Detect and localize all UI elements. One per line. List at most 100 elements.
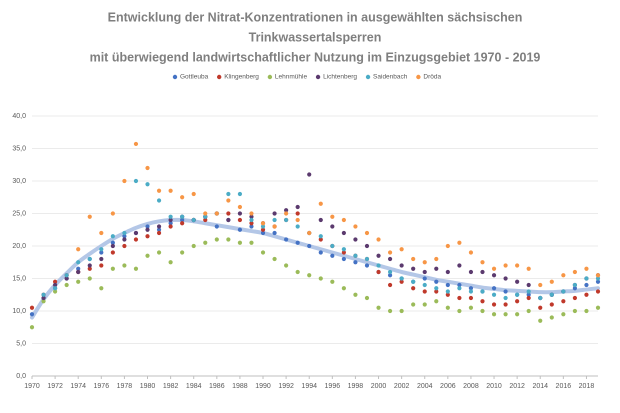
legend-marker bbox=[216, 74, 222, 80]
x-tick-label: 2012 bbox=[509, 383, 525, 390]
data-point bbox=[364, 263, 370, 268]
data-point bbox=[226, 237, 231, 242]
data-point bbox=[203, 214, 208, 219]
data-point bbox=[411, 256, 416, 262]
data-point bbox=[133, 237, 139, 242]
data-point bbox=[180, 221, 185, 226]
chart-title: Entwicklung der Nitrat-Konzentrationen i… bbox=[108, 10, 523, 24]
data-point bbox=[364, 295, 370, 301]
data-point bbox=[538, 305, 543, 310]
data-point bbox=[341, 250, 346, 255]
data-point bbox=[249, 214, 254, 219]
data-point bbox=[260, 227, 266, 232]
data-point bbox=[491, 292, 497, 297]
y-tick-label: 20,0 bbox=[12, 243, 26, 250]
data-point bbox=[237, 204, 243, 210]
data-point bbox=[122, 243, 127, 249]
data-point bbox=[515, 279, 520, 284]
data-point bbox=[122, 230, 127, 236]
data-point bbox=[307, 273, 312, 278]
data-point bbox=[572, 308, 577, 314]
data-point bbox=[110, 243, 115, 249]
data-point bbox=[284, 217, 289, 223]
data-point bbox=[434, 279, 439, 284]
data-point bbox=[156, 224, 162, 229]
y-tick-label: 15,0 bbox=[12, 275, 26, 282]
data-point bbox=[491, 312, 497, 317]
data-point bbox=[457, 295, 462, 301]
data-point bbox=[237, 227, 243, 232]
data-point bbox=[503, 302, 508, 307]
data-point bbox=[526, 308, 531, 314]
data-point bbox=[341, 230, 346, 236]
data-point bbox=[480, 308, 485, 314]
data-point bbox=[249, 240, 254, 245]
data-point bbox=[445, 289, 450, 294]
data-point bbox=[249, 217, 254, 223]
data-point bbox=[399, 247, 404, 252]
data-point bbox=[422, 289, 427, 294]
data-point bbox=[133, 266, 139, 271]
x-tick-label: 1984 bbox=[186, 383, 202, 390]
data-point bbox=[203, 240, 208, 245]
data-point bbox=[295, 240, 300, 245]
x-tick-label: 1990 bbox=[255, 383, 271, 390]
data-point bbox=[272, 256, 277, 262]
data-point bbox=[284, 211, 289, 216]
data-point bbox=[53, 279, 58, 284]
data-point bbox=[422, 302, 427, 307]
data-point bbox=[457, 263, 462, 268]
x-tick-label: 1980 bbox=[140, 383, 156, 390]
data-point bbox=[53, 289, 58, 294]
data-point bbox=[387, 250, 393, 255]
data-point bbox=[307, 243, 312, 249]
data-point bbox=[53, 286, 58, 291]
data-point bbox=[341, 217, 346, 223]
y-tick-label: 25,0 bbox=[12, 210, 26, 217]
data-point bbox=[353, 237, 358, 242]
x-tick-label: 2018 bbox=[579, 383, 595, 390]
data-point bbox=[445, 292, 450, 297]
data-point bbox=[156, 230, 162, 236]
data-point bbox=[387, 256, 393, 262]
trend-line bbox=[30, 217, 600, 320]
data-point bbox=[480, 260, 485, 265]
data-point bbox=[110, 250, 115, 255]
data-point bbox=[330, 279, 335, 284]
x-tick-label: 2000 bbox=[371, 383, 387, 390]
data-point bbox=[549, 279, 554, 284]
data-point bbox=[538, 282, 543, 288]
data-point bbox=[87, 263, 92, 268]
data-point bbox=[168, 224, 173, 229]
data-point bbox=[237, 240, 243, 245]
data-point bbox=[526, 282, 531, 288]
data-point bbox=[145, 224, 150, 229]
y-tick-label: 30,0 bbox=[12, 178, 26, 185]
legend-label: Lichtenberg bbox=[323, 74, 357, 81]
data-point bbox=[434, 286, 439, 291]
data-point bbox=[503, 276, 508, 281]
data-point bbox=[330, 243, 335, 249]
x-tick-label: 1972 bbox=[47, 383, 63, 390]
legend-label: Dröda bbox=[423, 74, 441, 81]
y-tick-label: 5,0 bbox=[16, 340, 26, 347]
data-point bbox=[341, 247, 346, 252]
data-point bbox=[76, 279, 81, 284]
data-point bbox=[584, 292, 589, 297]
data-point bbox=[41, 295, 46, 301]
data-point bbox=[376, 269, 381, 275]
data-point bbox=[272, 230, 277, 236]
data-point bbox=[445, 269, 450, 275]
data-point bbox=[76, 266, 81, 271]
data-point bbox=[284, 263, 289, 268]
data-point bbox=[595, 276, 601, 281]
data-point bbox=[295, 224, 300, 229]
data-point bbox=[180, 195, 185, 200]
data-point bbox=[561, 299, 566, 304]
data-point bbox=[237, 211, 243, 216]
data-point bbox=[41, 292, 46, 297]
data-point bbox=[249, 224, 254, 229]
data-point bbox=[468, 286, 474, 291]
data-point bbox=[156, 227, 162, 232]
data-point bbox=[411, 302, 416, 307]
